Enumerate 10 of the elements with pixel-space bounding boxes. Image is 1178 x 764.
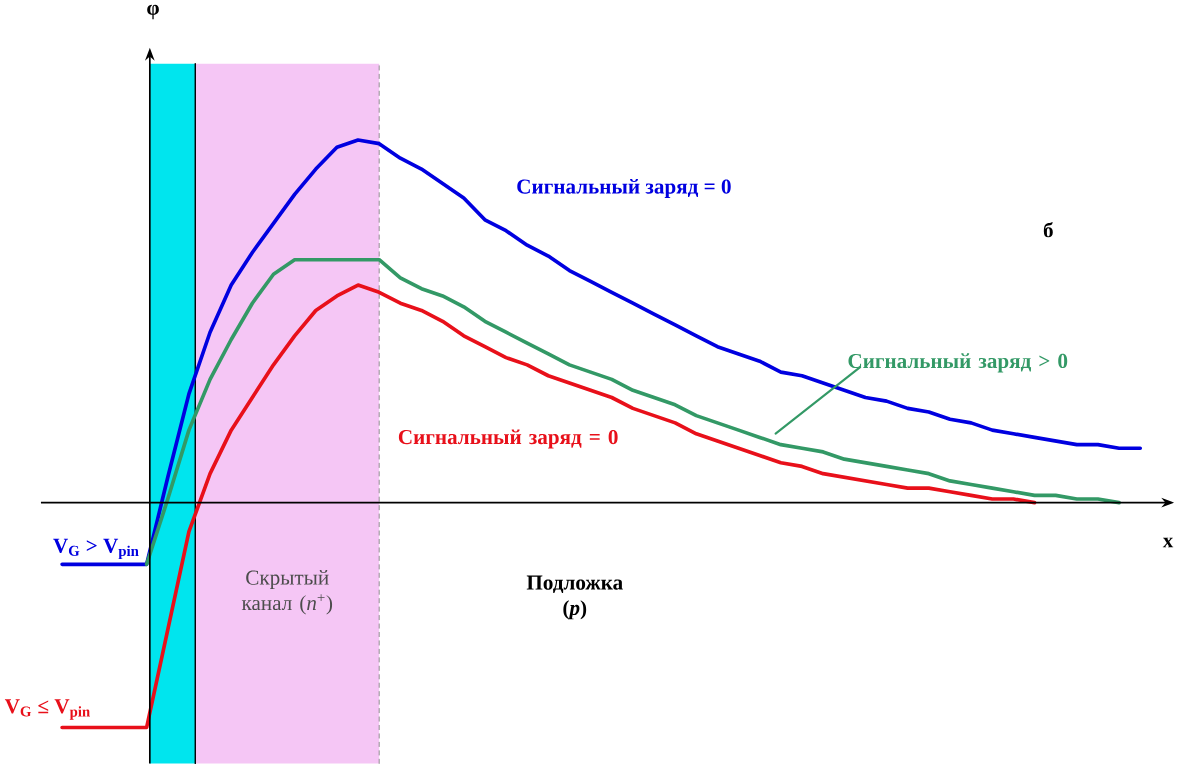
series-label: Сигнальный заряд = 0	[517, 178, 731, 198]
text: φ	[147, 4, 159, 20]
x-axis-title: x	[1162, 537, 1174, 548]
series-label: Сигнальный заряд = 0	[398, 429, 618, 449]
text: Сигнальный заряд > 0	[848, 353, 1068, 373]
annotation: V$_{G}$ ≤ V$_{pin}$	[4, 699, 90, 720]
annotation: V$_{G}$ > V$_{pin}$	[53, 538, 139, 559]
annotation: Подложка (p)	[526, 575, 623, 620]
annotation: Скрытый канал (n$^{+}$)	[241, 569, 333, 615]
annotation: б	[1043, 221, 1053, 238]
